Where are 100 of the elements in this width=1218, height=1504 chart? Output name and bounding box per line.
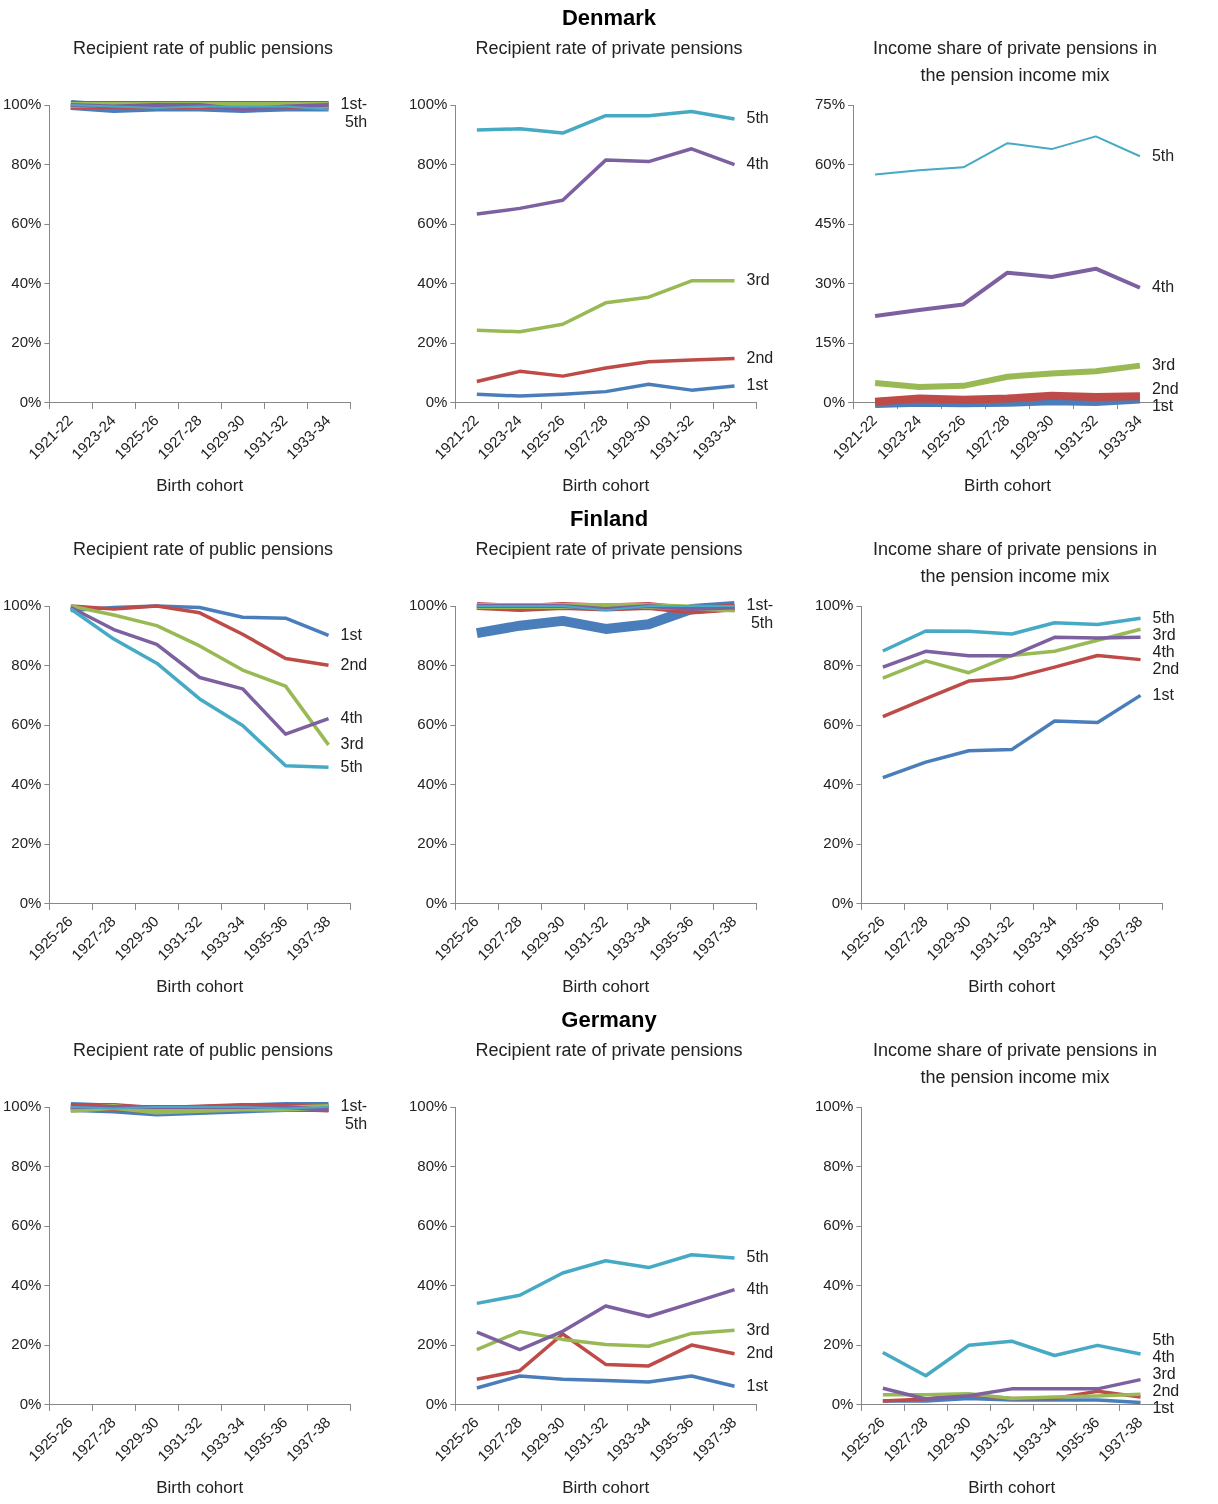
series-label: 2nd <box>1152 659 1180 677</box>
series-label: 1st <box>1152 1399 1175 1417</box>
y-tick-label: 60% <box>11 214 42 232</box>
series-label: 3rd <box>340 735 364 753</box>
y-tick-label: 100% <box>814 596 854 614</box>
annotation: 1st-5th <box>746 596 774 632</box>
y-tick-label: 100% <box>408 1097 448 1115</box>
y-tick-label: 60% <box>417 715 448 733</box>
series-label: 2nd <box>340 655 368 673</box>
chart-title: Recipient rate of private pensions <box>474 1039 744 1062</box>
series-label: 4th <box>1152 1348 1175 1366</box>
series-label: 5th <box>1152 608 1175 626</box>
y-tick-label: 80% <box>417 655 448 673</box>
y-tick-label: 40% <box>823 1275 854 1293</box>
chart-subtitle: Germany <box>561 1006 657 1034</box>
y-tick-label: 100% <box>814 1097 854 1115</box>
chart-title: Recipient rate of public pensions <box>71 538 335 561</box>
y-tick-label: 75% <box>814 95 846 113</box>
x-axis-title: Birth cohort <box>562 1478 650 1498</box>
y-tick-label: 45% <box>814 214 846 232</box>
y-tick-label: 60% <box>417 214 448 232</box>
y-tick-label: 100% <box>2 596 42 614</box>
y-tick-label: 100% <box>2 95 42 113</box>
series-label: 4th <box>340 709 363 727</box>
series-label: 1st <box>1151 397 1174 415</box>
x-axis-title: Birth cohort <box>964 476 1052 496</box>
chart-title: Income share of private pensions in the pension income mix <box>871 538 1159 588</box>
chart-subtitle: Finland <box>569 505 649 533</box>
annotation: 1st-5th <box>340 95 368 131</box>
y-tick-label: 0% <box>425 1395 448 1413</box>
series-label: 2nd <box>1151 380 1179 398</box>
y-tick-label: 40% <box>417 1275 448 1293</box>
series-label: 2nd <box>1152 1382 1180 1400</box>
y-tick-label: 20% <box>417 834 448 852</box>
y-tick-label: 20% <box>823 834 854 852</box>
chart-subtitle: Denmark <box>561 4 657 32</box>
y-tick-label: 0% <box>425 393 448 411</box>
series-label: 2nd <box>746 348 774 366</box>
y-tick-label: 40% <box>11 1275 42 1293</box>
x-axis-title: Birth cohort <box>156 977 244 997</box>
x-axis-title: Birth cohort <box>156 476 244 496</box>
y-tick-label: 20% <box>11 333 42 351</box>
series-label: 4th <box>1151 278 1175 296</box>
series-label: 1st <box>1152 685 1175 703</box>
series-label: 5th <box>1151 146 1175 164</box>
y-tick-label: 80% <box>11 655 42 673</box>
y-tick-label: 0% <box>425 894 448 912</box>
series-label: 1st <box>746 376 769 394</box>
y-tick-label: 60% <box>823 1216 854 1234</box>
chart-title: Recipient rate of private pensions <box>474 37 744 60</box>
y-tick-label: 0% <box>831 894 854 912</box>
series-label: 3rd <box>1151 356 1176 374</box>
y-tick-label: 40% <box>823 774 854 792</box>
series-label: 1st <box>746 1376 769 1394</box>
y-tick-label: 15% <box>814 333 846 351</box>
chart-title: Recipient rate of public pensions <box>71 1039 335 1062</box>
annotation: 1st-5th <box>340 1097 368 1133</box>
series-label: 5th <box>340 757 363 775</box>
y-tick-label: 20% <box>417 1335 448 1353</box>
series-label: 3rd <box>1152 625 1176 643</box>
series-label: 5th <box>1152 1331 1175 1349</box>
y-tick-label: 40% <box>417 774 448 792</box>
series-label: 5th <box>746 1248 769 1266</box>
y-tick-label: 80% <box>11 1156 42 1174</box>
y-tick-label: 0% <box>19 894 42 912</box>
series-label: 5th <box>746 109 769 127</box>
x-axis-title: Birth cohort <box>562 977 650 997</box>
series-label: 4th <box>746 155 769 172</box>
x-axis-title: Birth cohort <box>156 1478 244 1498</box>
series-label: 4th <box>746 1280 769 1298</box>
series-label: 3rd <box>746 271 770 289</box>
y-tick-label: 20% <box>417 333 448 351</box>
y-tick-label: 100% <box>408 95 448 113</box>
x-axis-title: Birth cohort <box>562 476 650 496</box>
y-tick-label: 20% <box>11 1335 42 1353</box>
y-tick-label: 60% <box>417 1216 448 1234</box>
x-axis-title: Birth cohort <box>968 977 1056 997</box>
y-tick-label: 0% <box>19 393 42 411</box>
y-tick-label: 100% <box>408 596 448 614</box>
y-tick-label: 0% <box>19 1395 42 1413</box>
series-label: 1st <box>340 625 363 643</box>
y-tick-label: 40% <box>11 774 42 792</box>
y-tick-label: 100% <box>2 1097 42 1115</box>
y-tick-label: 80% <box>823 655 854 673</box>
y-tick-label: 0% <box>823 393 846 411</box>
series-label: 2nd <box>746 1344 774 1362</box>
chart-title: Recipient rate of private pensions <box>474 538 744 561</box>
chart-title: Income share of private pensions in the pension income mix <box>871 1039 1159 1089</box>
y-tick-label: 60% <box>814 154 846 172</box>
y-tick-label: 60% <box>823 715 854 733</box>
series-label: 3rd <box>1152 1365 1176 1383</box>
series-label: 4th <box>1152 642 1175 660</box>
x-axis-title: Birth cohort <box>968 1478 1056 1498</box>
series-label: 3rd <box>746 1320 770 1338</box>
y-tick-label: 20% <box>823 1335 854 1353</box>
y-tick-label: 80% <box>11 154 42 172</box>
y-tick-label: 80% <box>417 154 448 172</box>
y-tick-label: 80% <box>823 1156 854 1174</box>
chart-title: Recipient rate of public pensions <box>71 37 335 60</box>
y-tick-label: 60% <box>11 1216 42 1234</box>
